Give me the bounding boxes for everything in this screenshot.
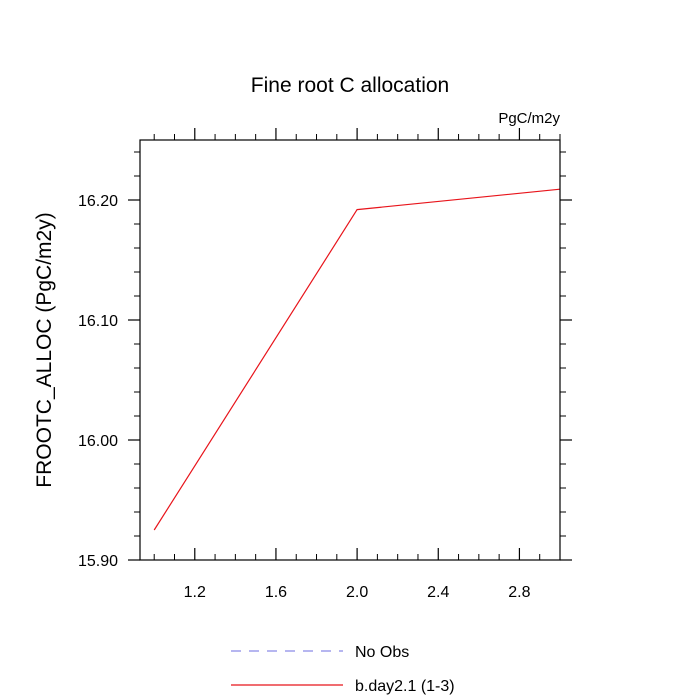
- major-ticks: [128, 128, 572, 561]
- legend: No Obs b.day2.1 (1-3): [231, 644, 455, 695]
- chart-title: Fine root C allocation: [251, 74, 449, 97]
- series-line: [153, 188, 561, 531]
- legend-label: b.day2.1 (1-3): [355, 678, 455, 695]
- series-lines: [153, 188, 561, 531]
- x-tick-label: 2.4: [427, 584, 449, 601]
- x-tick-label: 2.8: [508, 584, 530, 601]
- units-label: PgC/m2y: [498, 110, 560, 127]
- y-tick-label: 16.20: [78, 193, 118, 210]
- plot-frame: [139, 139, 561, 561]
- x-tick-label: 1.6: [265, 584, 287, 601]
- x-tick-label: 1.2: [184, 584, 206, 601]
- legend-label: No Obs: [355, 644, 409, 661]
- x-tick-label: 2.0: [346, 584, 368, 601]
- tick-labels: 1.2 1.6 2.0 2.4 2.8 15.90 16.00 16.10 16.20: [78, 193, 531, 601]
- y-tick-label: 16.00: [78, 433, 118, 450]
- y-tick-label: 16.10: [78, 313, 118, 330]
- y-tick-label: 15.90: [78, 553, 118, 570]
- y-axis-label: FROOTC_ALLOC (PgC/m2y): [33, 212, 56, 487]
- minor-ticks: [134, 134, 566, 560]
